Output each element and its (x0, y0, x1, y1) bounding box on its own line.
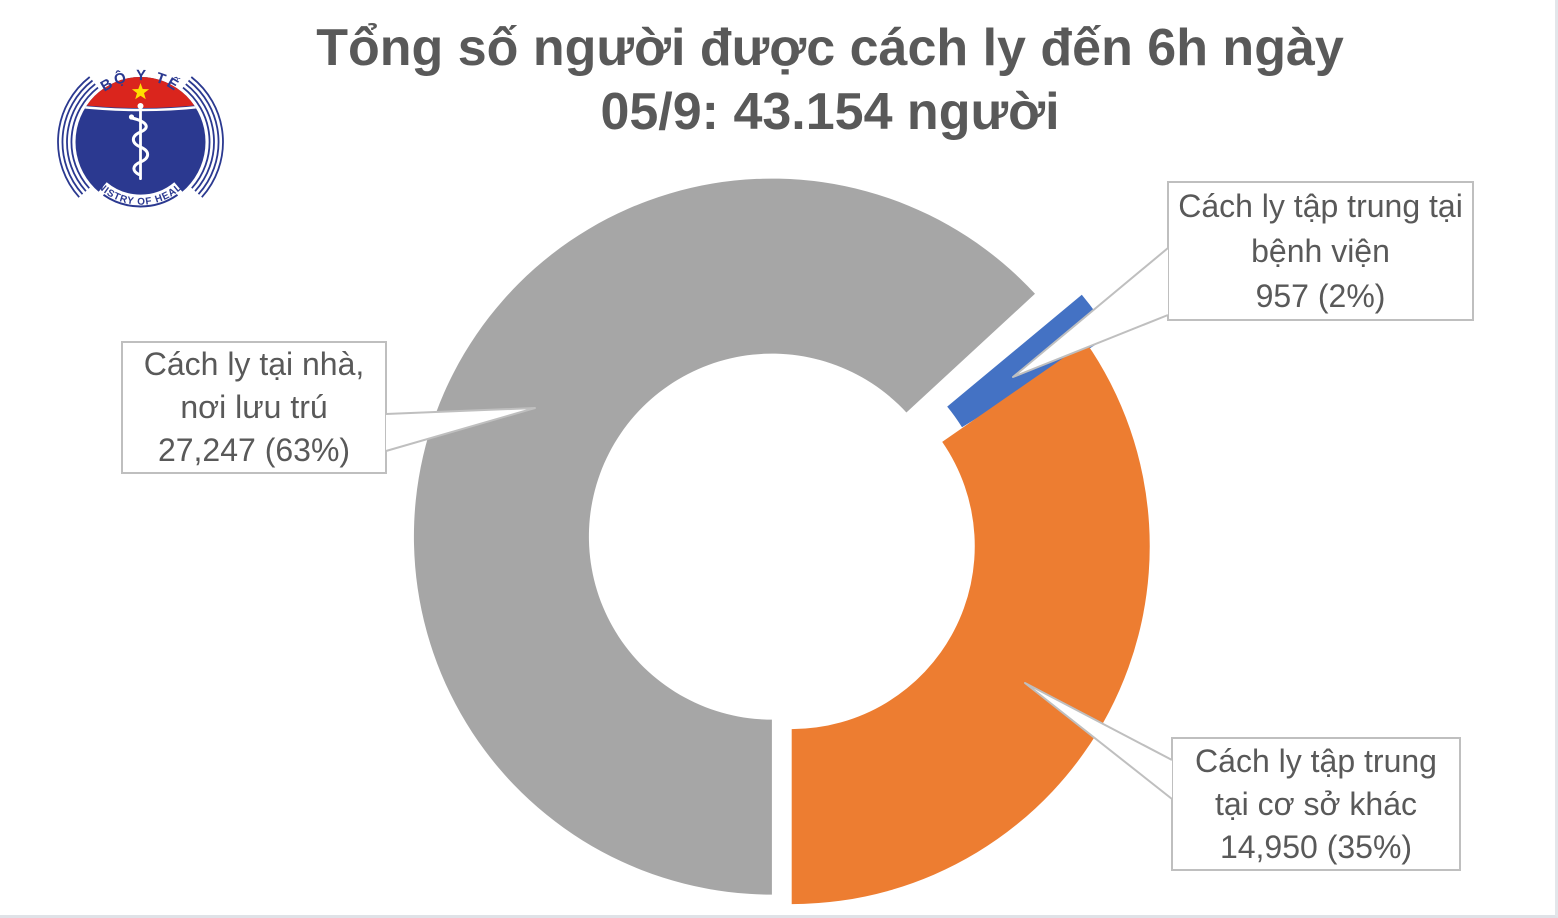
slice-other (791, 342, 1150, 905)
logo-bottom-rim (102, 193, 179, 208)
logo-side-arcs (57, 76, 224, 198)
chart-title: Tổng số người được cách ly đến 6h ngày 0… (102, 16, 1555, 144)
callout-home-box (121, 341, 387, 474)
callout-other-label: Cách ly tập trung tại cơ sở khác 14,950 … (1172, 738, 1460, 870)
callout-hospital-value: 957 (2%) (1255, 277, 1386, 314)
slice-hospital (947, 294, 1111, 428)
callout-hospital-label: Cách ly tập trung tại bệnh viện 957 (2%) (1168, 182, 1473, 320)
callout-home-line1: Cách ly tại nhà, (143, 346, 365, 382)
logo-bottom-band (98, 182, 183, 208)
leader-home (385, 407, 536, 452)
slice-home (413, 178, 1035, 895)
callout-home-line2: nơi lưu trú (180, 389, 328, 425)
leader-other (1024, 682, 1173, 800)
donut-slices (413, 178, 1150, 905)
callout-hospital-line1: Cách ly tập trung tại (1178, 187, 1463, 224)
callout-other-line2: tại cơ sở khác (1214, 785, 1418, 822)
callout-home-label: Cách ly tại nhà, nơi lưu trú 27,247 (63%… (122, 342, 386, 473)
callout-other-value: 14,950 (35%) (1219, 828, 1413, 865)
ministry-of-health-logo: BỘ Y TẾ MINISTRY OF HEALTH (50, 45, 224, 208)
chart-title-line1: Tổng số người được cách ly đến 6h ngày (316, 19, 1344, 77)
callout-home-value: 27,247 (63%) (157, 432, 351, 468)
chart-title-line2: 05/9: 43.154 người (600, 83, 1060, 141)
callout-other-box (1171, 737, 1461, 871)
logo-star-icon (131, 83, 150, 100)
callout-other-line1: Cách ly tập trung (1195, 742, 1437, 779)
callout-hospital-box (1167, 181, 1474, 321)
logo-rod-of-asclepius-icon (128, 103, 150, 180)
callout-hospital-line2: bệnh viện (1251, 232, 1390, 269)
leader-hospital (1012, 247, 1169, 378)
